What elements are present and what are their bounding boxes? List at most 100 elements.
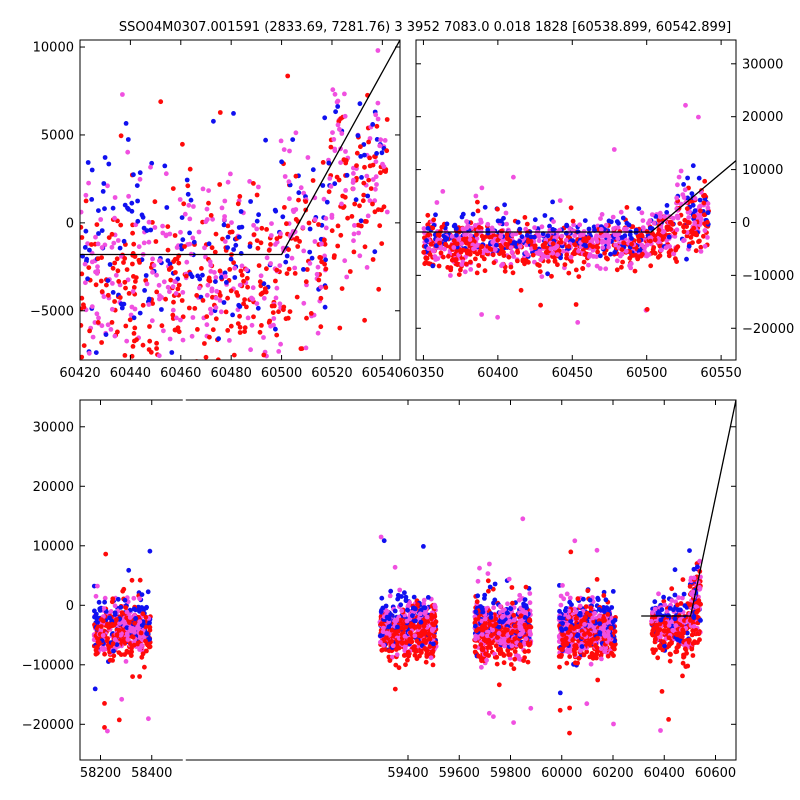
data-point (131, 172, 136, 178)
data-point (185, 183, 191, 189)
data-point (478, 244, 484, 250)
data-point (573, 616, 579, 621)
data-point (478, 642, 484, 647)
data-point (89, 167, 95, 173)
data-point (213, 295, 219, 301)
data-point (139, 643, 145, 648)
data-point (684, 256, 689, 262)
data-point (358, 144, 363, 150)
plot-area (416, 102, 736, 325)
data-point (595, 597, 601, 603)
data-point (108, 327, 114, 332)
data-point (587, 597, 593, 603)
data-point (98, 217, 104, 222)
data-point (505, 601, 510, 607)
data-point (130, 252, 136, 258)
data-point (124, 625, 130, 630)
data-point (698, 249, 704, 254)
data-point (575, 624, 580, 629)
data-point (473, 193, 479, 199)
data-point (399, 625, 405, 631)
data-point (89, 259, 95, 265)
data-point (552, 255, 557, 260)
data-point (572, 242, 578, 248)
data-point (81, 343, 87, 348)
data-point (165, 284, 171, 290)
data-point (227, 267, 233, 272)
data-point (231, 260, 237, 266)
data-point (261, 352, 267, 358)
data-point (615, 236, 621, 242)
data-point (496, 630, 502, 636)
data-point (672, 592, 678, 598)
data-point (130, 230, 136, 236)
data-point (252, 363, 257, 368)
data-point (222, 239, 228, 244)
data-point (375, 116, 381, 122)
data-point (150, 220, 155, 225)
data-point (422, 610, 428, 616)
data-point (697, 238, 702, 244)
data-point (411, 594, 417, 600)
data-point (601, 623, 607, 628)
data-point (186, 305, 192, 311)
data-point (428, 655, 434, 661)
data-point (372, 209, 378, 215)
data-point (542, 240, 548, 246)
data-point (254, 192, 260, 198)
data-point (471, 246, 476, 252)
data-point (148, 164, 153, 170)
data-point (204, 322, 210, 328)
data-point (451, 257, 456, 262)
data-point (532, 245, 538, 251)
data-point (102, 206, 107, 212)
data-point (649, 212, 655, 218)
data-point (571, 222, 576, 228)
data-point (306, 220, 312, 226)
data-point (427, 635, 432, 641)
data-point (536, 234, 542, 239)
data-point (486, 588, 491, 594)
data-point (464, 219, 469, 224)
data-point (664, 609, 670, 615)
data-point (565, 630, 571, 635)
x-tick-label: 60350 (403, 366, 444, 381)
data-point (423, 255, 429, 261)
data-point (436, 263, 442, 269)
data-point (361, 142, 367, 147)
data-point (233, 242, 239, 248)
data-point (594, 577, 600, 582)
data-point (595, 677, 601, 683)
data-point (525, 252, 530, 258)
data-point (585, 630, 591, 636)
data-point (384, 630, 390, 636)
data-point (423, 647, 429, 653)
data-point (468, 267, 474, 272)
data-point (189, 333, 195, 339)
data-point (142, 288, 148, 293)
data-point (124, 631, 130, 636)
data-point (664, 224, 670, 230)
data-point (271, 322, 276, 328)
data-point (568, 624, 574, 629)
data-point (510, 232, 515, 238)
data-point (140, 342, 146, 348)
data-point (403, 594, 409, 600)
data-point (403, 640, 409, 645)
data-point (236, 302, 242, 308)
data-point (303, 345, 309, 351)
season-view-panel: 60350 60400 60450 60500 60550−20000−10000010… (403, 39, 794, 381)
data-point (315, 264, 321, 270)
x-tick-label: 60480 (211, 366, 252, 381)
data-point (582, 622, 587, 627)
data-point (86, 350, 92, 356)
data-point (217, 268, 223, 274)
data-point (203, 219, 209, 225)
data-point (208, 213, 214, 218)
data-point (413, 618, 418, 624)
data-point (671, 251, 677, 257)
data-point (297, 239, 302, 244)
data-point (170, 186, 176, 192)
data-point (538, 302, 543, 308)
data-point (528, 234, 534, 240)
